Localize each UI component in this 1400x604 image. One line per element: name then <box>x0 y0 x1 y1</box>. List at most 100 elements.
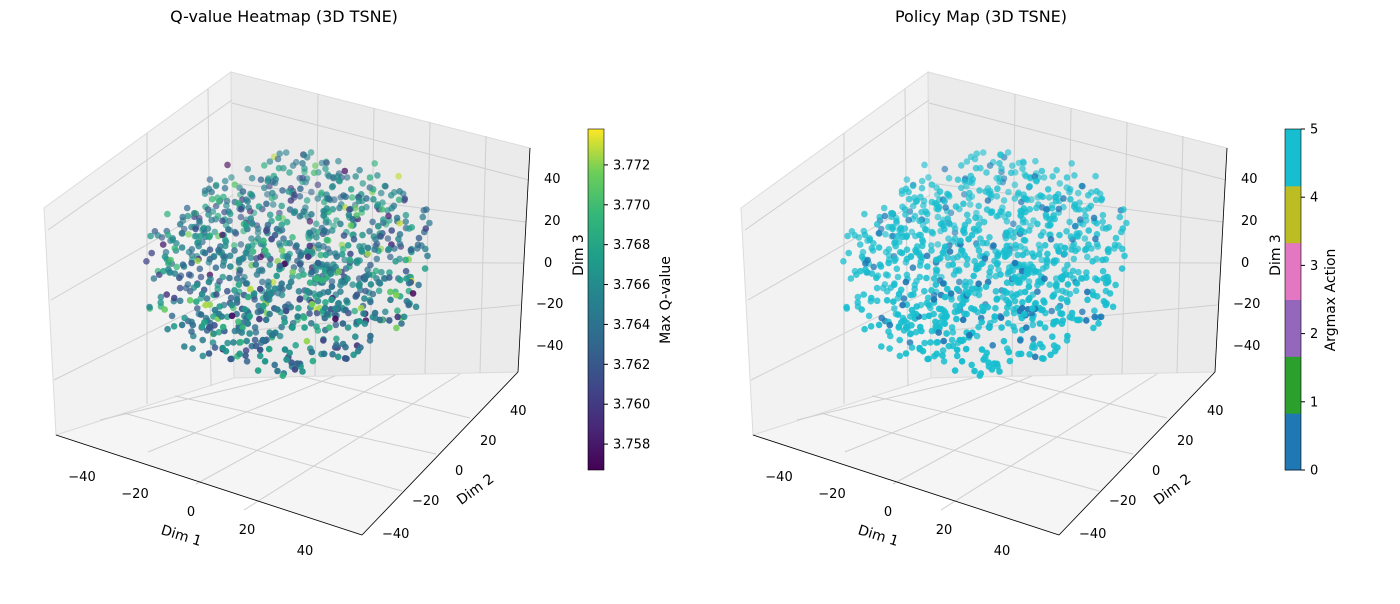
action-point <box>1083 317 1090 324</box>
q-value-point <box>296 193 304 200</box>
q-value-point <box>387 296 394 304</box>
action-point <box>896 352 904 360</box>
q-value-point <box>336 204 343 212</box>
q-value-point <box>205 278 213 286</box>
action-point <box>1090 291 1097 299</box>
q-value-point <box>228 174 235 181</box>
q-value-point <box>296 296 304 303</box>
action-point <box>1055 205 1063 213</box>
action-point <box>954 176 962 183</box>
q-value-point <box>393 291 400 299</box>
q-value-point <box>323 205 331 212</box>
q-value-point <box>233 275 241 282</box>
action-point <box>902 278 910 286</box>
action-point <box>1040 174 1048 181</box>
action-point <box>958 358 966 365</box>
q-value-point <box>322 299 329 306</box>
q-value-point <box>282 307 290 315</box>
q-value-point <box>255 267 263 274</box>
action-point <box>963 261 971 269</box>
q-value-point <box>196 265 204 273</box>
q-value-point <box>306 229 314 237</box>
action-point <box>1099 218 1106 225</box>
action-point <box>973 262 981 270</box>
action-point <box>993 296 1000 303</box>
q-value-point <box>250 290 258 297</box>
action-point <box>984 197 992 204</box>
action-point <box>1053 280 1060 288</box>
q-value-point <box>195 242 202 250</box>
q-value-point <box>215 328 223 336</box>
q-value-point <box>265 278 272 286</box>
q-value-point <box>395 235 402 243</box>
q-value-point <box>242 280 250 287</box>
q-value-point <box>320 350 328 358</box>
action-point <box>986 324 993 332</box>
y-tick-label: −40 <box>1079 527 1106 542</box>
action-point <box>1003 310 1010 317</box>
action-point <box>840 258 847 265</box>
z-tick-label: −20 <box>1233 297 1260 312</box>
action-point <box>961 191 968 198</box>
q-value-point <box>276 150 284 157</box>
q-value-point <box>289 234 296 241</box>
action-point <box>1003 279 1011 287</box>
action-point <box>1040 297 1047 305</box>
q-value-point <box>197 273 205 281</box>
action-point <box>854 293 862 301</box>
action-point <box>845 249 852 257</box>
q-value-point <box>332 315 339 323</box>
action-point <box>916 231 923 239</box>
q-value-point <box>300 151 308 159</box>
q-value-point <box>228 301 236 309</box>
action-point <box>1084 296 1091 304</box>
q-value-point <box>380 275 388 282</box>
q-value-point <box>308 211 315 218</box>
q-value-point <box>387 192 395 199</box>
q-value-point <box>148 249 155 257</box>
q-value-point <box>169 236 176 244</box>
action-point <box>924 263 931 270</box>
action-point <box>857 267 864 275</box>
action-point <box>1068 246 1075 253</box>
action-point <box>1085 204 1093 212</box>
action-point <box>923 210 931 218</box>
q-value-point <box>367 298 374 306</box>
q-value-point <box>173 263 180 271</box>
action-point <box>981 255 989 262</box>
action-point <box>918 177 926 185</box>
action-point <box>951 225 959 232</box>
q-value-point <box>160 267 167 275</box>
action-point <box>994 251 1002 258</box>
action-point <box>878 343 885 350</box>
q-value-point <box>323 159 330 167</box>
q-value-point <box>299 160 306 167</box>
action-point <box>1017 337 1024 344</box>
action-point <box>949 329 957 336</box>
q-value-point <box>233 296 241 303</box>
q-value-point <box>278 221 286 228</box>
colorbar-tick-label: 0 <box>1310 464 1318 479</box>
q-value-point <box>197 311 205 318</box>
z-axis-label: Dim 3 <box>1268 234 1284 276</box>
action-point <box>956 336 964 344</box>
action-point <box>1073 280 1081 287</box>
q-value-point <box>285 188 293 195</box>
action-point <box>844 232 851 240</box>
action-point <box>1064 281 1072 288</box>
action-point <box>963 211 971 219</box>
q-value-point <box>385 212 392 220</box>
q-value-point <box>208 188 215 196</box>
q-value-point <box>281 346 289 353</box>
action-point <box>1072 287 1080 295</box>
q-value-point <box>344 275 351 283</box>
action-point <box>870 263 877 271</box>
action-point <box>993 213 1001 220</box>
q-value-point <box>243 358 251 365</box>
action-point <box>975 280 982 288</box>
action-point <box>988 208 996 215</box>
q-value-point <box>244 198 251 205</box>
action-point <box>911 212 919 220</box>
action-point <box>951 367 959 374</box>
q-value-point <box>178 244 186 251</box>
